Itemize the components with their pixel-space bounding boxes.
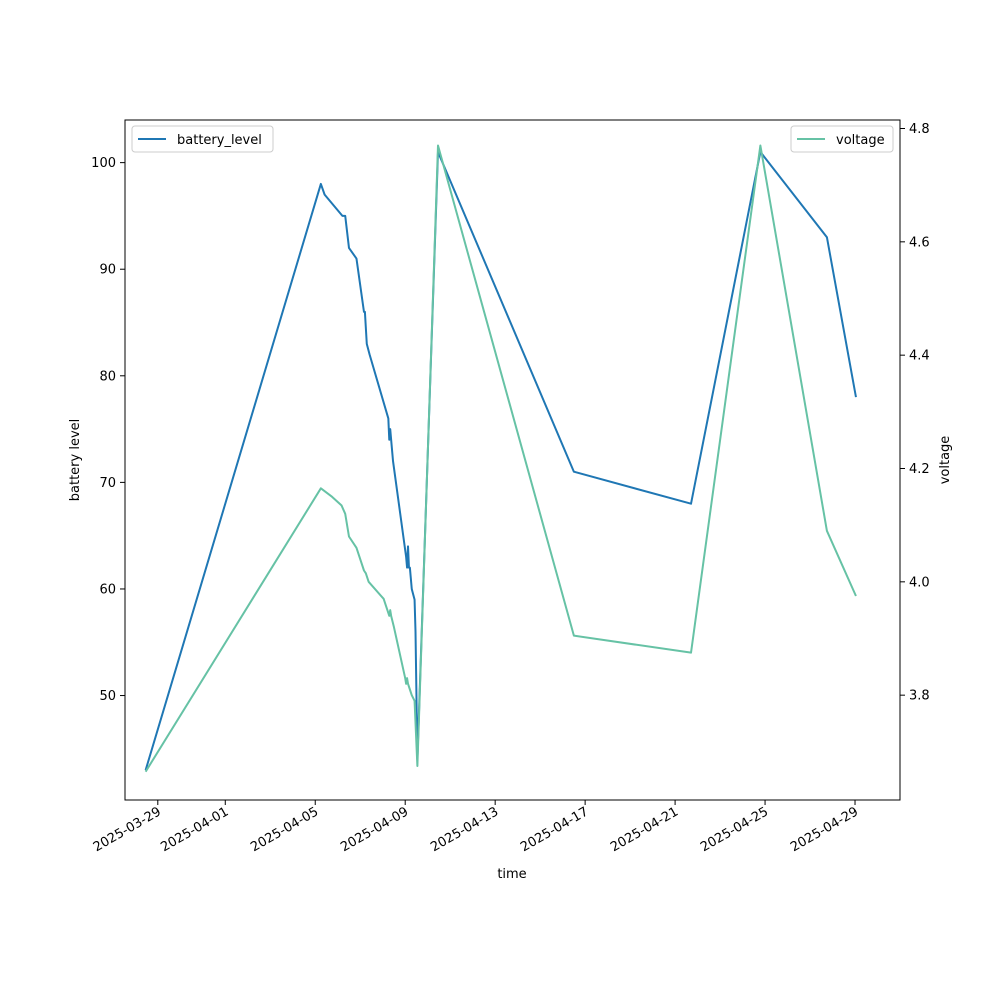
x-tick-label: 2025-04-21: [608, 804, 681, 855]
legend-left-box: [131, 125, 274, 153]
y-left-tick-label: 70: [99, 476, 116, 491]
x-tick-label: 2025-04-09: [338, 804, 411, 855]
y-left-tick-label: 90: [99, 263, 116, 278]
legend-right-label: voltage: [836, 133, 885, 148]
legend-right-box: [790, 125, 894, 153]
y-right-tick-label: 4.8: [909, 122, 930, 137]
x-tick-label: 2025-04-01: [158, 804, 231, 855]
legend-right: voltage: [790, 125, 894, 153]
legend-left: battery_level: [131, 125, 274, 153]
y-left-tick-label: 100: [91, 156, 116, 171]
x-tick-label: 2025-04-05: [248, 804, 321, 855]
legend-left-label: battery_level: [177, 133, 262, 148]
x-tick-label: 2025-04-25: [698, 804, 771, 855]
y-axis-right-title: voltage: [938, 436, 953, 485]
x-tick-label: 2025-04-29: [788, 804, 861, 855]
plot-area: [125, 120, 900, 800]
y-right-tick-label: 4.6: [909, 235, 930, 250]
y-right-tick-label: 4.4: [909, 349, 930, 364]
x-tick-label: 2025-04-17: [518, 804, 591, 855]
x-tick-label: 2025-04-13: [428, 804, 501, 855]
y-right-tick-label: 4.0: [909, 575, 930, 590]
series-line-voltage: [144, 144, 857, 773]
x-axis-title: time: [497, 867, 526, 882]
y-right-tick-label: 3.8: [909, 689, 930, 704]
plot-frame: [124, 119, 901, 801]
y-axis-left-title: battery level: [68, 419, 83, 502]
y-left-tick-label: 60: [99, 582, 116, 597]
x-tick-label: 2025-03-29: [91, 804, 164, 855]
y-axis-left: 50 60 70 80 90 100: [91, 156, 125, 704]
series-layer: [144, 144, 857, 773]
y-right-tick-label: 4.2: [909, 462, 930, 477]
y-left-tick-label: 80: [99, 369, 116, 384]
y-left-tick-label: 50: [99, 689, 116, 704]
y-axis-right: 3.8 4.0 4.2 4.4 4.6 4.8: [900, 122, 930, 704]
